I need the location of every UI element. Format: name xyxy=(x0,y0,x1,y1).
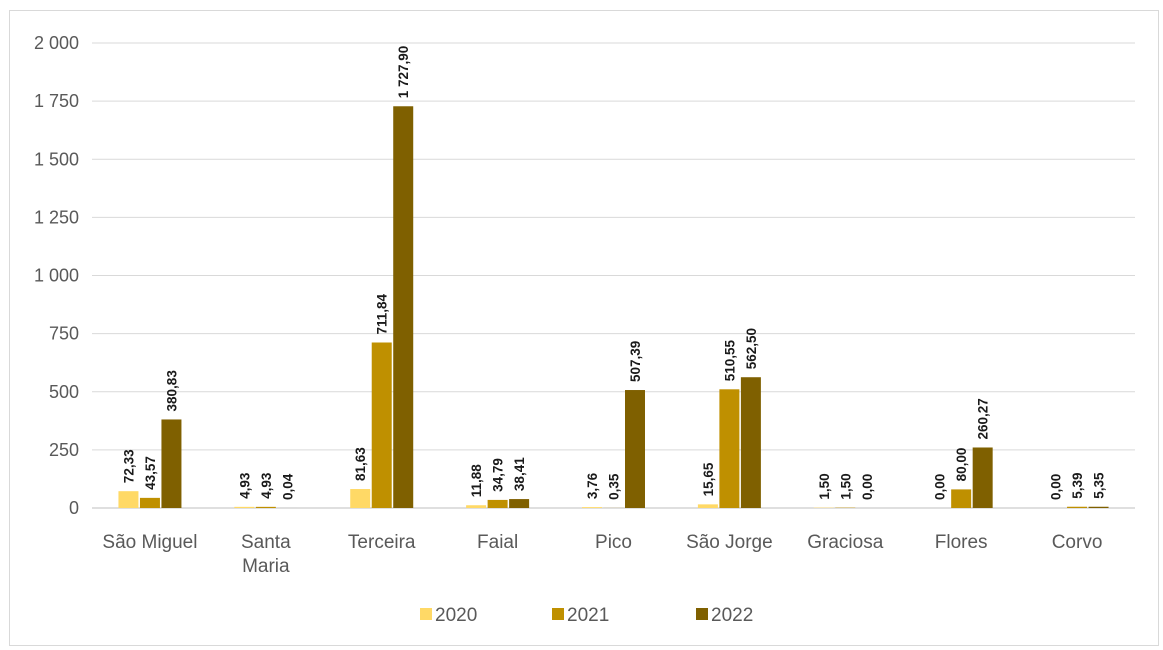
data-label: 1 727,90 xyxy=(396,46,411,99)
data-label: 5,39 xyxy=(1070,472,1085,498)
y-tick-label: 0 xyxy=(69,498,79,518)
bar-2021-5 xyxy=(719,389,740,508)
bar-2022-4 xyxy=(625,390,645,508)
y-tick-label: 1 750 xyxy=(34,91,79,111)
y-tick-label: 1 500 xyxy=(34,149,79,169)
legend-swatch-2021 xyxy=(552,608,564,620)
y-tick-label: 1 000 xyxy=(34,266,79,286)
bar-2021-0 xyxy=(139,497,160,508)
bar-2021-8 xyxy=(1067,506,1088,508)
y-tick-label: 2 000 xyxy=(34,33,79,53)
data-label: 80,00 xyxy=(954,448,969,482)
x-tick-label: Terceira xyxy=(348,532,416,553)
bar-2021-1 xyxy=(255,506,276,508)
bar-2022-5 xyxy=(740,377,761,508)
data-label: 380,83 xyxy=(164,370,179,412)
data-label: 0,35 xyxy=(607,473,622,500)
data-label: 0,00 xyxy=(860,474,875,500)
data-label: 0,00 xyxy=(933,474,948,500)
legend-swatch-2020 xyxy=(420,608,432,620)
data-label: 3,76 xyxy=(585,472,600,499)
bar-2022-8 xyxy=(1088,506,1109,508)
bar-2021-7 xyxy=(951,489,972,508)
data-label: 11,88 xyxy=(469,464,484,498)
x-tick-label: São Miguel xyxy=(102,532,197,553)
x-tick-label: Graciosa xyxy=(807,532,883,553)
x-tick-label: Faial xyxy=(477,532,518,553)
bar-2021-3 xyxy=(487,499,508,508)
legend-label: 2022 xyxy=(711,605,753,626)
x-tick-label: Corvo xyxy=(1052,532,1103,553)
data-label: 4,93 xyxy=(237,472,252,499)
bar-2022-7 xyxy=(972,447,993,508)
data-label: 1,50 xyxy=(817,473,832,499)
data-label: 5,35 xyxy=(1092,472,1107,499)
y-tick-label: 750 xyxy=(49,324,79,344)
bar-2022-3 xyxy=(509,499,530,508)
bar-2020-1 xyxy=(234,506,255,508)
bar-2022-0 xyxy=(161,419,182,508)
legend-swatch-2022 xyxy=(696,608,708,620)
y-tick-label: 1 250 xyxy=(34,207,79,227)
data-label: 72,33 xyxy=(121,449,136,483)
bar-2020-4 xyxy=(582,507,602,508)
bar-2020-2 xyxy=(350,489,371,508)
bar-2021-2 xyxy=(371,342,392,508)
data-label: 38,41 xyxy=(512,457,527,491)
y-tick-label: 500 xyxy=(49,382,79,402)
data-label: 4,93 xyxy=(259,472,274,499)
bar-2022-2 xyxy=(393,106,414,509)
data-label: 81,63 xyxy=(353,447,368,481)
bar-2020-3 xyxy=(466,505,487,508)
data-label: 711,84 xyxy=(375,293,390,334)
data-label: 507,39 xyxy=(628,341,643,382)
data-label: 260,27 xyxy=(976,398,991,439)
data-label: 0,00 xyxy=(1049,474,1064,500)
bar-2020-5 xyxy=(697,504,718,508)
chart-area xyxy=(9,10,1159,646)
x-tick-label: Maria xyxy=(242,556,290,577)
bar-2020-0 xyxy=(118,491,139,508)
legend-label: 2021 xyxy=(567,605,609,626)
data-label: 0,04 xyxy=(280,473,295,500)
data-label: 43,57 xyxy=(143,456,158,490)
data-label: 510,55 xyxy=(722,340,737,382)
data-label: 562,50 xyxy=(744,328,759,369)
data-label: 34,79 xyxy=(491,458,506,492)
legend-label: 2020 xyxy=(435,605,477,626)
x-tick-label: São Jorge xyxy=(686,532,773,553)
x-tick-label: Santa xyxy=(241,532,291,553)
x-tick-label: Flores xyxy=(935,532,988,553)
y-tick-label: 250 xyxy=(49,440,79,460)
data-label: 1,50 xyxy=(838,473,853,499)
data-label: 15,65 xyxy=(701,462,716,496)
x-tick-label: Pico xyxy=(595,532,632,553)
